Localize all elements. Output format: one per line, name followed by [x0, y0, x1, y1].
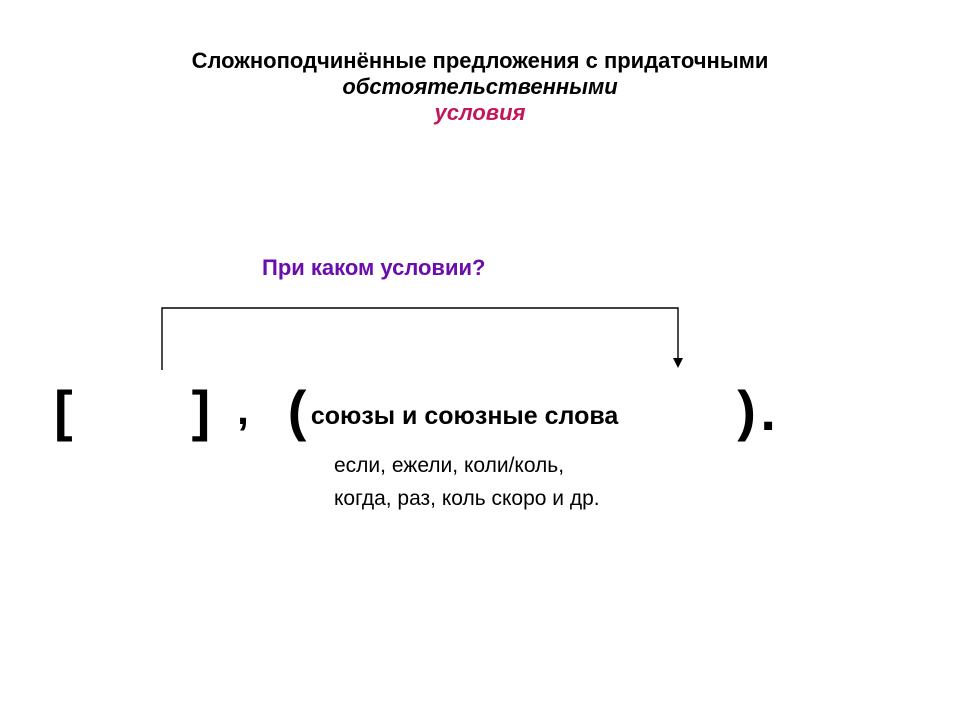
conjunction-label: союзы и союзные слова — [311, 402, 618, 430]
conj-line-1: если, ежели, коли/коль, — [334, 450, 600, 483]
conjunction-list: если, ежели, коли/коль, когда, раз, коль… — [334, 450, 600, 515]
bracket-sub-close: ) — [737, 379, 756, 442]
question-label: При каком условии? — [262, 255, 485, 281]
schema-dot: . — [760, 379, 776, 442]
title-line-3: условия — [0, 100, 960, 126]
conj-line-2: когда, раз, коль скоро и др. — [334, 483, 600, 516]
bracket-sub-open: ( — [288, 379, 307, 442]
title-line-2: обстоятельственными — [0, 74, 960, 100]
schema-row: [ ] , ( союзы и союзные слова ) . — [54, 378, 776, 443]
bracket-main-close: ] — [192, 379, 211, 442]
bracket-main-open: [ — [54, 379, 73, 442]
schema-comma: , — [237, 386, 249, 433]
slide: Сложноподчинённые предложения с придаточ… — [0, 0, 960, 720]
connector-arrow — [150, 300, 690, 370]
title-block: Сложноподчинённые предложения с придаточ… — [0, 48, 960, 126]
title-line-1: Сложноподчинённые предложения с придаточ… — [0, 48, 960, 74]
